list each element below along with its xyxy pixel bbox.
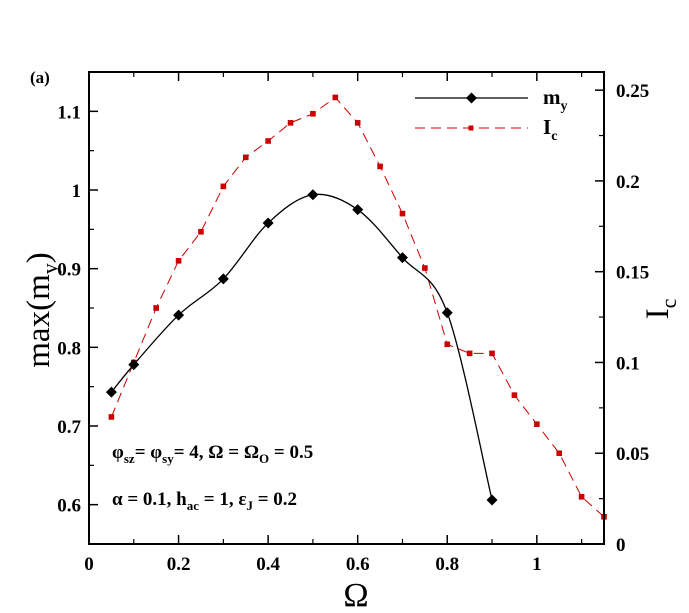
series-ic-point xyxy=(578,494,585,500)
panel-label: (a) xyxy=(30,68,50,87)
y-right-tick-label: 0 xyxy=(616,535,626,556)
annotation-line-1: φsz= φsy= 4, Ω = ΩO = 0.5 xyxy=(112,442,313,466)
series-my-point xyxy=(217,273,229,285)
y-right-tick-label: 0.1 xyxy=(616,353,640,374)
series-my-point xyxy=(105,386,117,398)
tick-labels: 0 0.2 0.4 0.6 0.8 1 0.6 0.7 0.8 0.9 1 1.1 0 0.05 0.1 0.… xyxy=(57,81,649,575)
x-tick-label: 1 xyxy=(532,554,542,575)
series-ic-point xyxy=(511,392,518,398)
legend-marker-my xyxy=(466,92,477,104)
y-right-tick-label: 0.05 xyxy=(616,444,649,465)
y-axis-title-right: Ic xyxy=(640,298,681,319)
y-right-tick-label: 0.25 xyxy=(616,81,649,102)
x-axis-title: Ω xyxy=(343,577,368,613)
y-left-tick-label: 0.7 xyxy=(57,417,81,438)
series-ic-point xyxy=(444,341,451,348)
series-my-point xyxy=(396,252,408,264)
y-right-tick-label: 0.15 xyxy=(616,263,649,284)
series-ic-point xyxy=(534,421,540,427)
annotation-line-2: α = 0.1, hac = 1, εJ = 0.2 xyxy=(112,489,297,513)
series-ic-point xyxy=(310,110,316,117)
legend-label-ic: Ic xyxy=(543,115,557,144)
legend-label-my: my xyxy=(543,85,568,114)
plot-frame xyxy=(88,71,605,545)
series-ic-point xyxy=(220,183,227,190)
series-ic-point xyxy=(198,228,204,235)
x-tick-label: 0.8 xyxy=(435,554,459,575)
x-tick-label: 0.6 xyxy=(346,554,370,575)
y-right-tick-label: 0.2 xyxy=(616,172,640,193)
series-my-point xyxy=(262,217,274,229)
tick-marks xyxy=(88,72,604,545)
series-ic-point xyxy=(377,163,383,170)
series-ic-point xyxy=(242,154,249,161)
y-left-tick-label: 0.9 xyxy=(57,260,81,281)
series-ic-point xyxy=(556,450,563,457)
x-tick-label: 0.4 xyxy=(256,554,280,575)
series-my-point xyxy=(352,204,364,216)
series-ic-point xyxy=(153,305,159,311)
legend-entry-ic: Ic xyxy=(415,115,557,144)
series-my-point xyxy=(486,494,498,506)
y-left-tick-label: 0.6 xyxy=(57,496,81,517)
y-left-tick-label: 1.1 xyxy=(57,102,81,123)
series-ic-point xyxy=(265,138,271,144)
series-ic-point xyxy=(175,258,182,264)
series-ic-point xyxy=(354,120,361,126)
y-left-tick-label: 1 xyxy=(72,181,82,202)
series-ic-point xyxy=(422,265,428,271)
series-ic-point xyxy=(489,350,495,357)
series-ic-point xyxy=(108,414,115,420)
y-axis-title-left: max(my) xyxy=(21,252,62,367)
series-ic-point xyxy=(287,120,294,126)
legend-entry-my: my xyxy=(415,85,568,114)
series-my-point xyxy=(173,309,185,321)
series-my-point xyxy=(441,307,453,319)
x-tick-label: 0.2 xyxy=(167,554,191,575)
x-tick-label: 0 xyxy=(84,554,94,575)
series-my-point xyxy=(128,359,140,371)
legend: my Ic xyxy=(415,85,568,144)
legend-marker-ic xyxy=(468,125,474,131)
series-my-point xyxy=(307,189,319,201)
series-ic-point xyxy=(399,210,406,217)
series-layer xyxy=(105,94,607,520)
series-ic-point xyxy=(466,350,473,357)
series-ic-point xyxy=(332,94,339,101)
y-left-tick-label: 0.8 xyxy=(57,338,81,359)
